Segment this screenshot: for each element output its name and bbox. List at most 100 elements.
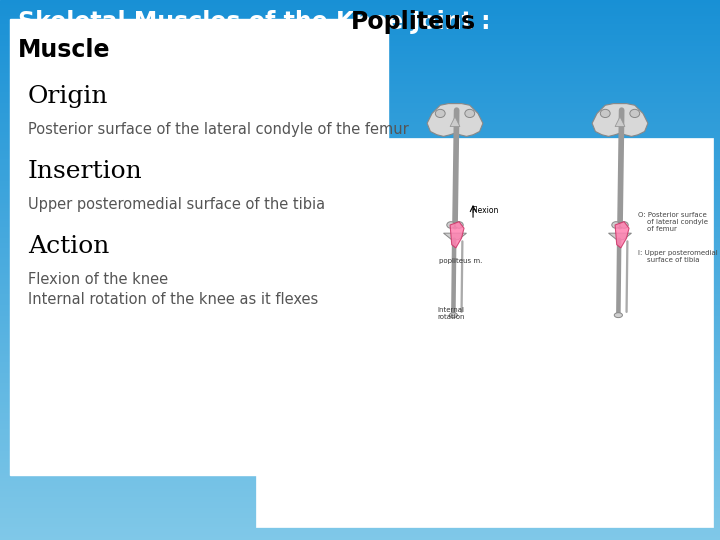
- Bar: [0, 157, 720, 159]
- Ellipse shape: [465, 109, 474, 118]
- Bar: [0, 176, 720, 178]
- Bar: [0, 440, 720, 443]
- Ellipse shape: [447, 222, 455, 228]
- Bar: [0, 370, 720, 373]
- Ellipse shape: [630, 109, 639, 118]
- Bar: [0, 305, 720, 308]
- Bar: [0, 327, 720, 329]
- Bar: [0, 289, 720, 292]
- Bar: [0, 89, 720, 92]
- Bar: [0, 435, 720, 437]
- Polygon shape: [427, 104, 483, 137]
- Bar: [0, 103, 720, 105]
- Ellipse shape: [612, 222, 620, 228]
- Polygon shape: [608, 233, 631, 240]
- Bar: [0, 500, 720, 502]
- Bar: [0, 364, 720, 367]
- Bar: [0, 400, 720, 402]
- Bar: [0, 151, 720, 154]
- Bar: [0, 24, 720, 27]
- Bar: [0, 265, 720, 267]
- Bar: [0, 105, 720, 108]
- Bar: [0, 148, 720, 151]
- Bar: [0, 516, 720, 518]
- Bar: [0, 8, 720, 11]
- Bar: [0, 437, 720, 440]
- Bar: [0, 246, 720, 248]
- Text: Flexion: Flexion: [472, 206, 499, 215]
- Bar: [0, 256, 720, 259]
- Bar: [0, 278, 720, 281]
- Bar: [0, 65, 720, 68]
- Bar: [0, 513, 720, 516]
- Bar: [0, 356, 720, 359]
- Bar: [0, 524, 720, 526]
- Bar: [0, 475, 720, 478]
- Bar: [0, 192, 720, 194]
- Bar: [0, 51, 720, 54]
- Bar: [0, 451, 720, 454]
- Bar: [0, 38, 720, 40]
- Bar: [0, 354, 720, 356]
- Bar: [0, 346, 720, 348]
- Bar: [0, 267, 720, 270]
- Bar: [256, 138, 713, 526]
- Bar: [0, 381, 720, 383]
- Ellipse shape: [449, 313, 457, 318]
- Bar: [0, 448, 720, 451]
- Bar: [0, 32, 720, 35]
- Bar: [0, 251, 720, 254]
- Bar: [0, 375, 720, 378]
- Bar: [0, 5, 720, 8]
- Ellipse shape: [600, 109, 610, 118]
- Bar: [0, 308, 720, 310]
- Polygon shape: [450, 117, 460, 126]
- Bar: [0, 213, 720, 216]
- Bar: [0, 184, 720, 186]
- Bar: [0, 508, 720, 510]
- Bar: [0, 181, 720, 184]
- Bar: [0, 116, 720, 119]
- Text: Internal rotation of the knee as it flexes: Internal rotation of the knee as it flex…: [28, 292, 318, 307]
- Text: Flexion of the knee: Flexion of the knee: [28, 272, 168, 287]
- Text: Action: Action: [28, 235, 109, 258]
- Ellipse shape: [614, 313, 623, 318]
- Text: I: Upper posteromedial
    surface of tibia: I: Upper posteromedial surface of tibia: [638, 249, 718, 262]
- Text: Upper posteromedial surface of the tibia: Upper posteromedial surface of the tibia: [28, 197, 325, 212]
- Bar: [0, 230, 720, 232]
- Bar: [0, 462, 720, 464]
- Bar: [0, 124, 720, 127]
- Bar: [0, 108, 720, 111]
- Bar: [0, 338, 720, 340]
- Bar: [0, 319, 720, 321]
- Bar: [0, 219, 720, 221]
- Bar: [0, 54, 720, 57]
- Bar: [0, 259, 720, 262]
- Bar: [0, 367, 720, 370]
- Polygon shape: [444, 233, 467, 240]
- Bar: [0, 211, 720, 213]
- Bar: [0, 46, 720, 49]
- Text: Posterior surface of the lateral condyle of the femur: Posterior surface of the lateral condyle…: [28, 122, 409, 137]
- Bar: [0, 216, 720, 219]
- Bar: [0, 359, 720, 362]
- Bar: [0, 40, 720, 43]
- Bar: [0, 535, 720, 537]
- Bar: [0, 262, 720, 265]
- Bar: [0, 270, 720, 273]
- Bar: [0, 416, 720, 418]
- Bar: [0, 167, 720, 170]
- Bar: [0, 383, 720, 386]
- Bar: [0, 521, 720, 524]
- Polygon shape: [615, 222, 629, 248]
- Bar: [0, 27, 720, 30]
- Bar: [0, 22, 720, 24]
- Bar: [0, 243, 720, 246]
- Bar: [0, 397, 720, 400]
- Bar: [0, 238, 720, 240]
- Bar: [0, 14, 720, 16]
- Bar: [0, 221, 720, 224]
- Bar: [0, 113, 720, 116]
- Bar: [0, 386, 720, 389]
- Bar: [0, 310, 720, 313]
